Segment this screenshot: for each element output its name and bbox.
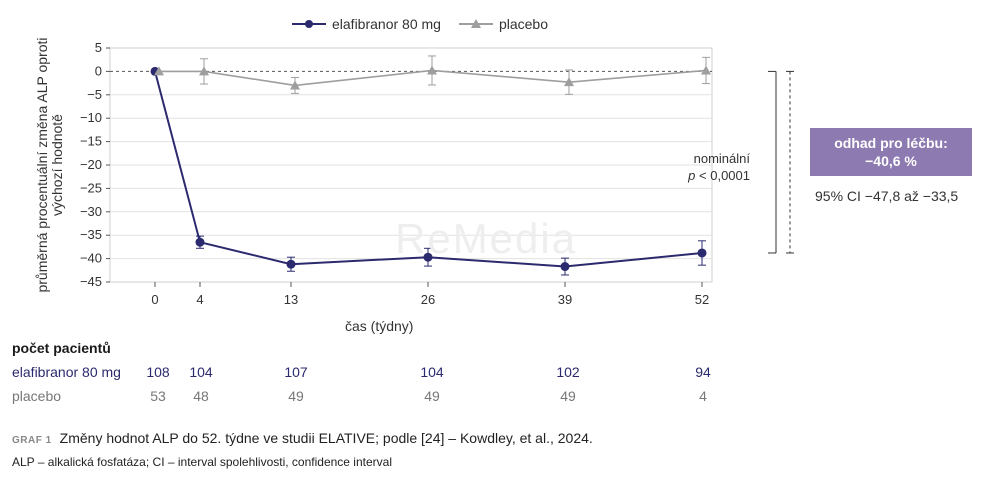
y-tick-label: −20 bbox=[80, 157, 102, 172]
data-point-elafibranor bbox=[423, 252, 433, 262]
data-point-placebo bbox=[427, 65, 437, 75]
legend-marker-placebo bbox=[458, 19, 493, 28]
series-line-elafibranor bbox=[154, 71, 703, 268]
patient-count-title: počet pacientů bbox=[12, 340, 111, 356]
data-point-elafibranor bbox=[697, 248, 707, 258]
y-tick-label: 5 bbox=[95, 40, 102, 55]
x-tick-label: 13 bbox=[284, 292, 298, 307]
patient-row-label-elafibranor: elafibranor 80 mg bbox=[12, 364, 121, 380]
patient-count-elafibranor: 108 bbox=[146, 364, 170, 380]
x-tick-label: 39 bbox=[558, 292, 572, 307]
patient-count-elafibranor: 102 bbox=[556, 364, 580, 380]
treatment-effect-box: odhad pro léčbu: −40,6 % bbox=[810, 128, 972, 176]
x-tick-label: 26 bbox=[421, 292, 435, 307]
x-tick-label: 0 bbox=[151, 292, 158, 307]
legend-marker-elafibranor bbox=[292, 20, 326, 28]
y-tick-label: 0 bbox=[95, 63, 102, 78]
patient-count-placebo: 48 bbox=[193, 388, 209, 404]
y-tick-label: −40 bbox=[80, 251, 102, 266]
data-point-elafibranor bbox=[286, 259, 296, 269]
patient-count-placebo: 49 bbox=[424, 388, 440, 404]
pvalue-note: nominální p < 0,0001 bbox=[688, 150, 750, 184]
patient-count-placebo: 49 bbox=[560, 388, 576, 404]
data-point-placebo bbox=[701, 65, 711, 75]
y-tick-label: −5 bbox=[87, 87, 102, 102]
patient-count-elafibranor: 104 bbox=[420, 364, 444, 380]
y-tick-label: −35 bbox=[80, 227, 102, 242]
y-tick-label: −25 bbox=[80, 180, 102, 195]
x-tick-label: 4 bbox=[196, 292, 203, 307]
pvalue-p: p bbox=[688, 168, 696, 183]
footnote: ALP – alkalická fosfatáza; CI – interval… bbox=[12, 455, 392, 469]
patient-count-elafibranor: 104 bbox=[189, 364, 213, 380]
figure-caption: GRAF 1 Změny hodnot ALP do 52. týdne ve s… bbox=[12, 430, 593, 446]
pvalue-line1: nominální bbox=[693, 151, 750, 166]
patient-count-placebo: 49 bbox=[288, 388, 304, 404]
patient-row-label-placebo: placebo bbox=[12, 388, 62, 404]
legend: elafibranor 80 mg placebo bbox=[292, 16, 548, 32]
patient-count-elafibranor: 107 bbox=[284, 364, 308, 380]
y-tick-label: −30 bbox=[80, 204, 102, 219]
pvalue-line2: p < 0,0001 bbox=[688, 167, 750, 184]
data-point-elafibranor bbox=[195, 237, 205, 247]
confidence-interval: 95% CI −47,8 až −33,5 bbox=[815, 188, 959, 204]
data-point-placebo bbox=[199, 66, 209, 76]
pvalue-value: < 0,0001 bbox=[699, 168, 750, 183]
data-point-placebo bbox=[290, 80, 300, 90]
patient-count-elafibranor: 94 bbox=[695, 364, 711, 380]
caption-text: Změny hodnot ALP do 52. týdne ve studii … bbox=[59, 430, 593, 446]
series-line-placebo bbox=[159, 69, 707, 87]
y-tick-label: −10 bbox=[80, 110, 102, 125]
chart: 5 0 −5 −10 −15 −20 −25 −30 −35 −40 −45 0 4 13 26 39 52 bbox=[80, 40, 794, 307]
effect-label: odhad pro léčbu: bbox=[834, 135, 948, 151]
y-tick-label: −45 bbox=[80, 274, 102, 289]
watermark: ReMedia bbox=[395, 215, 578, 262]
data-point-placebo bbox=[564, 77, 574, 87]
x-tick-label: 52 bbox=[695, 292, 709, 307]
x-axis-label: čas (týdny) bbox=[345, 318, 414, 334]
effect-value: −40,6 % bbox=[865, 153, 917, 169]
y-axis-label: průměrná procentuální změna ALP oproti v… bbox=[34, 37, 65, 293]
legend-item-elafibranor: elafibranor 80 mg bbox=[292, 16, 441, 32]
legend-label-placebo: placebo bbox=[498, 16, 548, 32]
legend-item-placebo: placebo bbox=[458, 16, 548, 32]
patient-count-placebo: 53 bbox=[150, 388, 166, 404]
figure-tag: GRAF 1 bbox=[12, 435, 52, 446]
y-tick-label: −15 bbox=[80, 134, 102, 149]
patient-count-placebo: 4 bbox=[699, 388, 707, 404]
legend-label-elafibranor: elafibranor 80 mg bbox=[332, 16, 441, 32]
data-point-elafibranor bbox=[560, 262, 570, 272]
data-point-placebo bbox=[154, 66, 164, 76]
